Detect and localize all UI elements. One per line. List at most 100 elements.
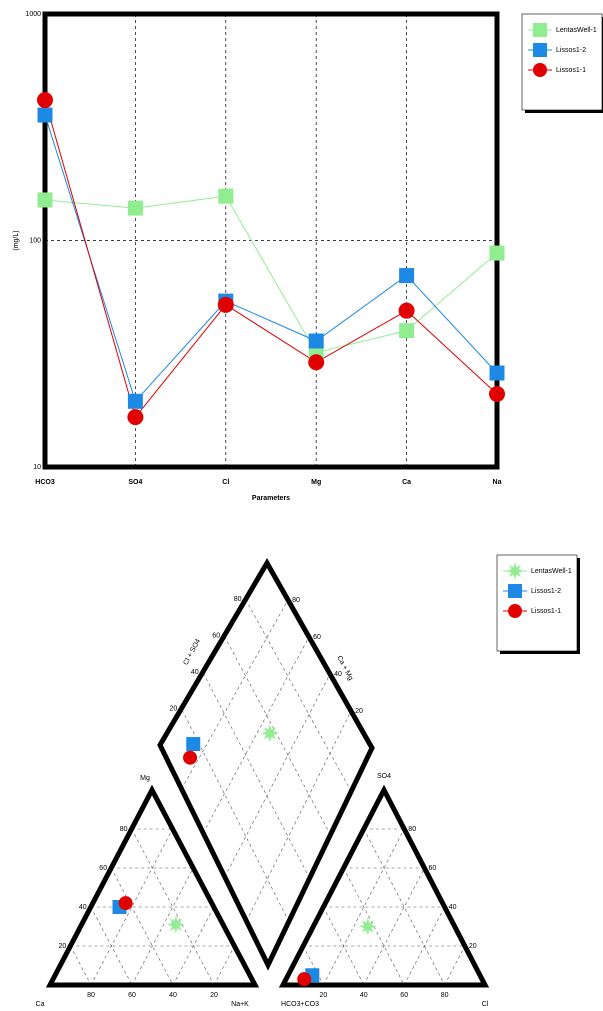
y-tick-label: 100 <box>29 237 41 244</box>
tick-label: 20 <box>210 992 218 999</box>
tick-label: 40 <box>191 669 199 676</box>
vertex-label: SO4 <box>377 773 391 780</box>
marker <box>37 192 53 208</box>
x-tick-label: Cl <box>222 479 229 486</box>
marker <box>118 896 133 911</box>
axis-label: Cl + SO4 <box>182 638 202 667</box>
grid-line <box>246 710 352 922</box>
grid-line <box>302 945 324 986</box>
x-axis-label: Parameters <box>252 495 290 502</box>
marker <box>308 333 324 349</box>
marker <box>186 737 201 752</box>
vertex-label: Na+K <box>231 1001 249 1008</box>
tick-label: 20 <box>170 705 178 712</box>
tick-label: 20 <box>320 992 328 999</box>
tick-label: 80 <box>87 992 95 999</box>
y-tick-label: 10 <box>33 464 41 471</box>
x-tick-label: Ca <box>402 479 411 486</box>
series-line <box>44 114 498 403</box>
grid-line <box>245 599 352 792</box>
vertex-label: HCO3+CO3 <box>281 1001 319 1008</box>
cation-triangle <box>45 784 260 988</box>
tick-label: 60 <box>212 633 220 640</box>
marker <box>127 409 144 426</box>
legend-marker <box>508 604 522 618</box>
legend-label: Lissos1-1 <box>556 67 586 74</box>
tick-label: 40 <box>449 904 457 911</box>
marker <box>37 92 53 109</box>
x-tick-label: SO4 <box>128 479 142 486</box>
grid-line <box>202 636 310 834</box>
anion-triangle <box>278 784 490 988</box>
y-axis-label: (mg/L) <box>13 230 20 250</box>
vertex-label: Ca <box>36 1001 45 1008</box>
vertex-label: Mg <box>140 775 150 782</box>
tick-label: 80 <box>408 826 416 833</box>
tick-label: 80 <box>120 826 128 833</box>
tick-label: 40 <box>360 992 368 999</box>
tick-label: 60 <box>128 992 136 999</box>
tick-label: 60 <box>429 865 437 872</box>
tick-label: 80 <box>234 596 242 603</box>
marker <box>127 200 143 216</box>
marker <box>398 302 415 319</box>
marker <box>261 724 279 742</box>
x-tick-label: Na <box>493 479 502 486</box>
x-tick-label: HCO3 <box>35 479 55 486</box>
grid-line <box>131 867 194 986</box>
grid-line <box>363 867 425 986</box>
grid-line <box>444 945 466 986</box>
tick-label: 20 <box>469 943 477 950</box>
marker <box>167 915 185 934</box>
series-line <box>44 99 498 419</box>
legend-label: LentasWell-1 <box>531 568 572 575</box>
grid-line <box>110 867 174 986</box>
grid-line <box>224 673 331 878</box>
grid-line <box>363 828 445 986</box>
marker <box>489 386 505 403</box>
marker <box>297 972 312 987</box>
grid-line <box>181 599 289 790</box>
tick-label: 40 <box>334 671 342 678</box>
grid-line <box>202 672 310 879</box>
legend-label: Lissos1-2 <box>556 47 586 54</box>
tick-label: 60 <box>99 865 107 872</box>
tick-label: 20 <box>355 708 363 715</box>
tick-label: 20 <box>59 943 67 950</box>
marker <box>489 365 505 381</box>
tick-label: 60 <box>313 634 321 641</box>
x-tick-label: Mg <box>311 479 321 486</box>
tick-label: 80 <box>292 597 300 604</box>
tick-label: 40 <box>79 904 87 911</box>
marker <box>183 750 198 765</box>
grid-line <box>343 867 405 986</box>
tick-label: 80 <box>441 992 449 999</box>
marker <box>217 296 234 313</box>
marker <box>359 917 377 936</box>
legend-label: LentasWell-1 <box>556 27 597 34</box>
vertex-label: Cl <box>482 1001 489 1008</box>
plot-border <box>42 11 500 470</box>
marker <box>399 323 415 339</box>
marker <box>308 354 325 371</box>
grid-line <box>90 828 173 986</box>
legend-label: Lissos1-1 <box>531 608 561 615</box>
grid-line <box>223 635 331 835</box>
legend-marker <box>533 63 547 77</box>
marker <box>489 245 505 261</box>
legend-marker <box>508 584 522 598</box>
legend-marker <box>506 562 524 580</box>
grid-line <box>213 945 235 986</box>
tick-label: 40 <box>169 992 177 999</box>
marker <box>37 107 53 123</box>
legend-marker <box>533 23 547 37</box>
tick-label: 60 <box>400 992 408 999</box>
diamond <box>157 558 375 971</box>
marker <box>218 188 234 204</box>
grid-line <box>70 945 92 986</box>
series-line <box>44 195 498 354</box>
grid-line <box>323 828 405 986</box>
y-tick-label: 1000 <box>25 11 41 18</box>
legend-label: Lissos1-2 <box>531 588 561 595</box>
